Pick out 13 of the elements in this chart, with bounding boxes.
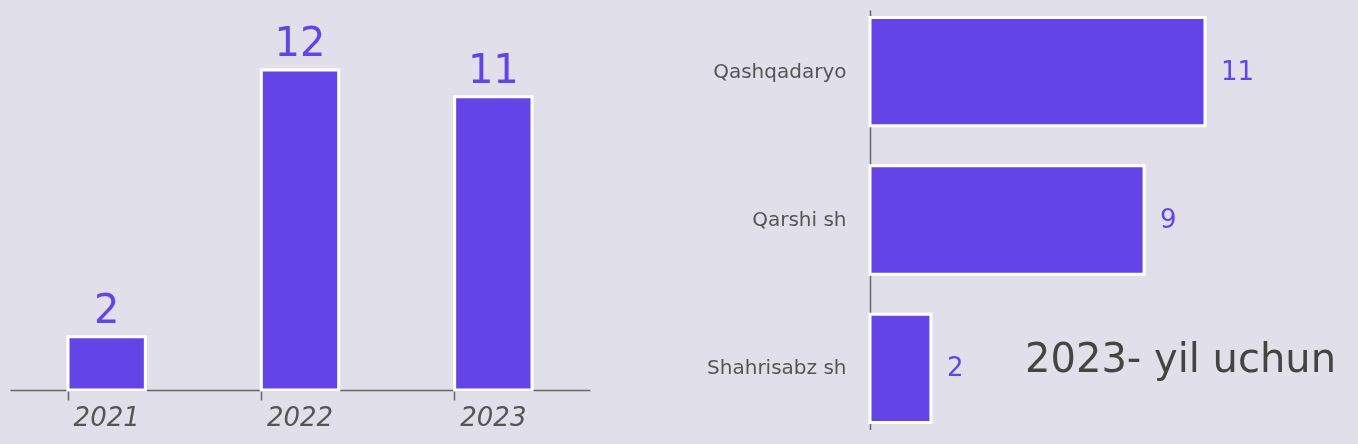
data-label: 2 — [946, 352, 964, 383]
data-label: 11 — [1221, 55, 1255, 86]
x-tick-label: 2023 — [460, 401, 527, 432]
y-tick-label: Qarshi sh — [752, 207, 847, 231]
data-label: 11 — [467, 45, 519, 92]
y-tick-label: Qashqadaryo — [713, 58, 847, 83]
y-tick-label: Shahrisabz sh — [707, 355, 847, 380]
annotation: 2023- yil uchun — [1025, 335, 1336, 381]
data-label: 2 — [93, 285, 120, 332]
data-label: 9 — [1160, 204, 1177, 234]
x-tick-label: 2021 — [73, 401, 140, 432]
x-tick-label: 2022 — [266, 401, 334, 432]
data-label: 12 — [274, 19, 326, 65]
